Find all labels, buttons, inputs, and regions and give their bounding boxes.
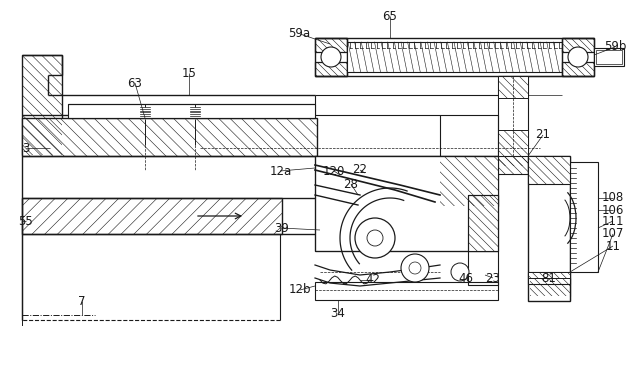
Bar: [315, 38, 347, 52]
Text: 46: 46: [458, 272, 474, 285]
Text: 28: 28: [343, 178, 358, 191]
Bar: [562, 38, 594, 76]
Polygon shape: [22, 198, 282, 234]
Bar: [498, 76, 528, 98]
Bar: [498, 76, 528, 166]
Text: 11: 11: [605, 240, 621, 253]
Text: 59a: 59a: [289, 27, 310, 40]
Text: 65: 65: [381, 10, 397, 23]
Text: 3: 3: [22, 142, 29, 155]
Polygon shape: [530, 278, 570, 296]
Text: 39: 39: [274, 222, 289, 235]
Circle shape: [367, 230, 383, 246]
Bar: [498, 130, 528, 166]
Polygon shape: [440, 156, 498, 206]
Text: 81: 81: [541, 272, 557, 285]
Bar: [468, 195, 498, 251]
Bar: [498, 156, 528, 174]
Polygon shape: [498, 156, 528, 174]
Bar: [315, 38, 347, 76]
Polygon shape: [498, 76, 528, 98]
Polygon shape: [528, 156, 570, 184]
Bar: [315, 156, 498, 251]
Bar: [530, 278, 570, 296]
Polygon shape: [315, 62, 347, 76]
Text: 106: 106: [602, 204, 624, 217]
Text: 55: 55: [18, 215, 33, 228]
Text: 63: 63: [127, 77, 142, 90]
Text: 59b: 59b: [605, 40, 627, 53]
Bar: [570, 162, 598, 272]
Text: 34: 34: [330, 307, 346, 320]
Text: 42: 42: [365, 273, 380, 286]
Bar: [315, 282, 498, 300]
Text: 23: 23: [485, 272, 500, 285]
Polygon shape: [22, 118, 317, 156]
Circle shape: [409, 262, 421, 274]
Text: 107: 107: [602, 227, 624, 240]
Bar: [528, 272, 570, 284]
Circle shape: [321, 47, 341, 67]
Polygon shape: [315, 38, 347, 52]
Text: 120: 120: [323, 165, 345, 178]
Polygon shape: [22, 55, 62, 155]
Bar: [315, 62, 347, 76]
Polygon shape: [562, 38, 594, 52]
Polygon shape: [468, 195, 498, 251]
Bar: [22, 198, 282, 234]
Bar: [530, 278, 570, 300]
Bar: [22, 118, 317, 156]
Text: 108: 108: [602, 191, 624, 204]
Bar: [68, 104, 315, 118]
Bar: [528, 156, 570, 184]
Bar: [347, 42, 562, 72]
Circle shape: [451, 263, 469, 281]
Circle shape: [355, 218, 395, 258]
Bar: [22, 55, 62, 155]
Text: 12a: 12a: [269, 165, 291, 178]
Polygon shape: [498, 130, 528, 166]
Text: 15: 15: [181, 67, 196, 80]
Circle shape: [401, 254, 429, 282]
Bar: [562, 38, 594, 52]
Bar: [562, 62, 594, 76]
Text: 12b: 12b: [288, 283, 311, 296]
Polygon shape: [562, 62, 594, 76]
Bar: [528, 272, 570, 278]
Text: 21: 21: [535, 128, 550, 141]
Bar: [596, 50, 622, 64]
Text: 7: 7: [78, 295, 86, 308]
Bar: [594, 48, 624, 66]
Text: 22: 22: [352, 163, 367, 176]
Bar: [468, 195, 498, 285]
Bar: [528, 156, 570, 301]
Bar: [440, 156, 498, 206]
Text: 111: 111: [602, 215, 625, 228]
Circle shape: [568, 47, 588, 67]
Polygon shape: [528, 272, 570, 278]
